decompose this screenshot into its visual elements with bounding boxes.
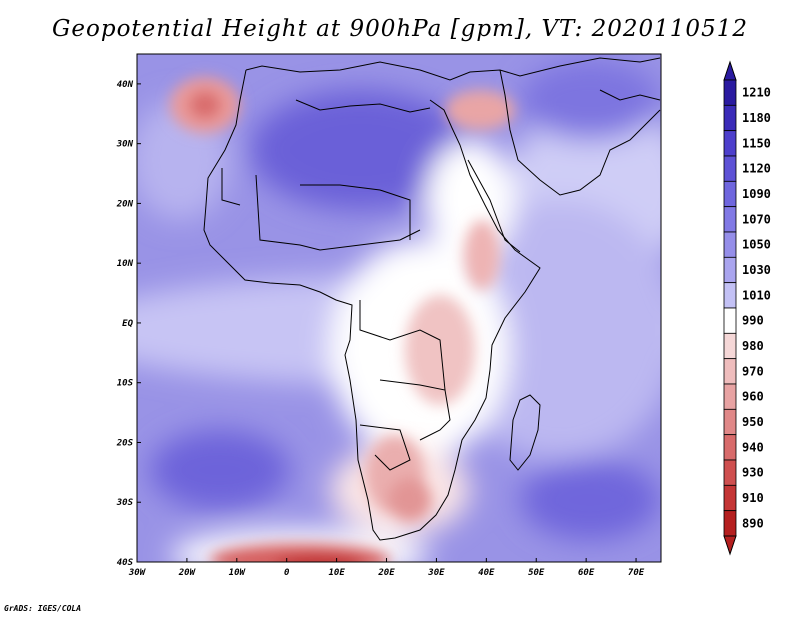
colorbar-swatch — [723, 231, 737, 258]
lat-tick-label: 40S — [117, 558, 134, 568]
colorbar-swatch — [723, 484, 737, 512]
lon-tick-label: 70E — [628, 568, 645, 578]
colorbar-swatch — [723, 282, 737, 309]
colorbar-label: 1150 — [742, 136, 771, 150]
lat-tick-label: EQ — [122, 319, 133, 329]
lon-tick-label: 30E — [427, 568, 445, 578]
colorbar-label: 1210 — [742, 86, 771, 100]
colorbar-swatch — [723, 459, 737, 486]
colorbar-label: 910 — [742, 491, 764, 505]
colorbar-swatch — [723, 130, 737, 157]
lat-tick-label: 30S — [116, 498, 134, 508]
lat-tick-label: 10N — [117, 259, 134, 269]
colorbar-bottom-arrow — [723, 535, 737, 556]
map-frame — [136, 53, 662, 563]
colorbar-swatch — [723, 206, 737, 233]
colorbar-swatch — [723, 155, 737, 182]
colorbar-label: 890 — [742, 516, 764, 530]
longitude-axis: 30W 20W 10W 0 10E 20E 30E 40E 50E 60E 70E — [128, 558, 645, 578]
lon-tick-label: 0 — [284, 568, 290, 578]
colorbar-label: 930 — [742, 466, 764, 480]
colorbar-label: 1030 — [742, 263, 771, 277]
colorbar-label: 1010 — [742, 288, 771, 302]
colorbar-label: 960 — [742, 390, 764, 404]
colorbar-label: 970 — [742, 364, 764, 378]
lon-tick-label: 50E — [528, 568, 545, 578]
lat-tick-label: 10S — [117, 379, 134, 389]
colorbar-swatch — [723, 408, 737, 436]
coastlines — [203, 57, 661, 541]
lon-tick-label: 20W — [178, 568, 197, 578]
lon-tick-label: 10E — [328, 568, 345, 578]
colorbar-swatch — [723, 434, 737, 461]
lon-tick-label: 20E — [377, 568, 395, 578]
lon-tick-label: 30W — [128, 568, 147, 578]
colorbar-label: 940 — [742, 440, 764, 454]
lat-tick-label: 20N — [116, 199, 134, 209]
colorbar-label: 1070 — [742, 212, 771, 226]
colorbar-swatch — [723, 307, 737, 334]
colorbar-label: 980 — [742, 339, 764, 353]
colorbar-label: 1090 — [742, 187, 771, 201]
colorbar-label: 1050 — [742, 238, 771, 252]
colorbar-label: 990 — [742, 314, 764, 328]
colorbar-swatch — [723, 79, 737, 106]
colorbar-swatch — [723, 332, 737, 360]
lon-tick-label: 10W — [229, 568, 247, 578]
lon-tick-label: 60E — [578, 568, 595, 578]
colorbar-label: 1120 — [742, 162, 771, 176]
colorbar-swatch — [723, 510, 737, 537]
colorbar: 1210 1180 1150 1120 1090 1070 1050 1030 1010 990 9… — [723, 60, 771, 556]
colorbar-swatch — [723, 358, 737, 385]
height-field — [137, 54, 661, 562]
map-title: Geopotential Height at 900hPa [gpm], VT:… — [52, 16, 748, 42]
colorbar-swatch — [723, 256, 737, 284]
grads-credit: GrADS: IGES/COLA — [4, 604, 82, 613]
colorbar-label: 950 — [742, 415, 764, 429]
lat-tick-label: 40N — [117, 80, 134, 90]
lat-tick-label: 20S — [116, 438, 134, 448]
colorbar-swatch — [723, 180, 737, 208]
colorbar-swatch — [723, 104, 737, 132]
lat-tick-label: 30N — [116, 140, 134, 150]
latitude-axis: 40N 30N 20N 10N EQ 10S 20S 30S 40S — [116, 80, 141, 568]
colorbar-label: 1180 — [742, 111, 771, 125]
lon-tick-label: 40E — [478, 568, 495, 578]
colorbar-swatch — [723, 383, 737, 410]
colorbar-top-arrow — [723, 60, 737, 81]
